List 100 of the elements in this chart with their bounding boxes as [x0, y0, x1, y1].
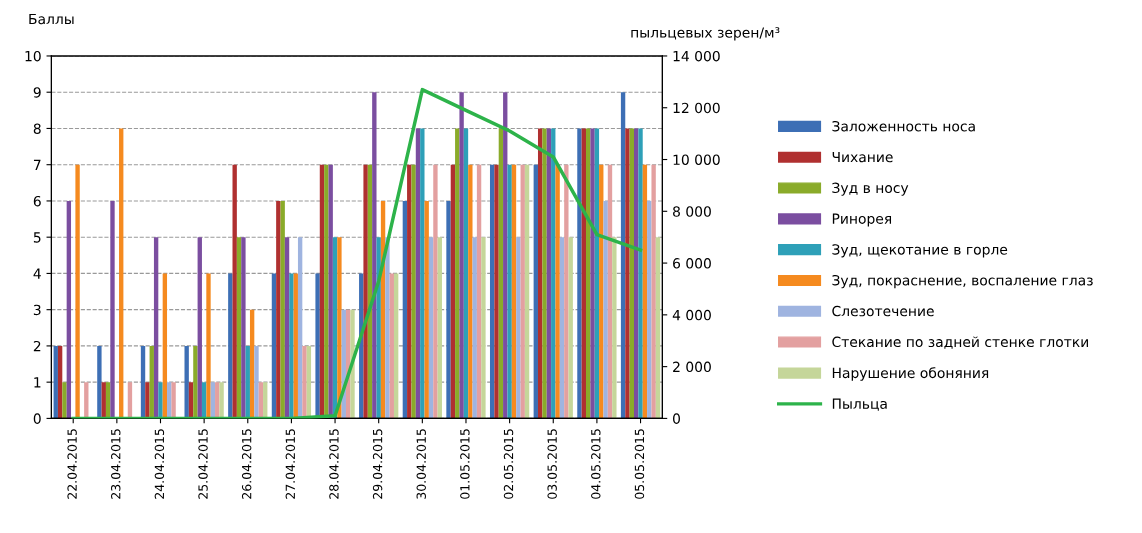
- legend-label: Зуд, покраснение, воспаление глаз: [832, 274, 1093, 289]
- x-tick-label: 02.05.2015: [503, 429, 514, 499]
- bar: [145, 382, 150, 419]
- bar: [393, 273, 399, 419]
- bar: [446, 200, 451, 419]
- legend-label: Стекание по задней стенке глотки: [832, 336, 1088, 349]
- legend-label: Слезотечение: [832, 305, 934, 317]
- bar: [276, 200, 281, 419]
- bar: [66, 200, 72, 419]
- x-tick-label: 04.05.2015: [591, 429, 601, 499]
- legend-label: Зуд в носу: [832, 182, 909, 196]
- bar: [228, 273, 233, 419]
- bar: [655, 237, 661, 419]
- bar: [551, 128, 556, 419]
- bar: [119, 128, 124, 419]
- bar: [241, 237, 246, 419]
- x-tick-label: 01.05.2015: [460, 429, 470, 499]
- bar: [555, 164, 560, 419]
- bar: [533, 164, 538, 419]
- y-tick-label: 4: [33, 268, 41, 279]
- bar: [271, 273, 277, 419]
- y-axis-title: Баллы: [29, 13, 74, 25]
- legend-label: Чихание: [832, 151, 893, 163]
- bar: [433, 164, 438, 419]
- line-series: [71, 87, 643, 419]
- bar: [450, 164, 456, 419]
- bar: [607, 164, 613, 419]
- bar: [463, 128, 469, 419]
- bar: [428, 237, 434, 419]
- y2-tick-label: 10 000: [673, 154, 720, 165]
- bar: [620, 92, 626, 419]
- bar: [110, 200, 115, 419]
- y2-tick-label: 12 000: [673, 102, 720, 114]
- bar: [625, 128, 630, 419]
- y-tick-label: 10: [25, 50, 41, 62]
- y2-tick-label: 14 000: [673, 50, 720, 62]
- bar: [171, 382, 176, 419]
- bar: [415, 128, 421, 419]
- x-tick-label: 22.04.2015: [67, 429, 77, 499]
- bar: [437, 237, 442, 419]
- bar: [542, 128, 547, 419]
- bar: [638, 128, 643, 419]
- legend-label: Заложенность носа: [832, 120, 975, 132]
- bar: [219, 382, 224, 419]
- bar: [424, 200, 429, 419]
- x-tick-label: 05.05.2015: [634, 429, 645, 499]
- bar: [577, 128, 582, 419]
- bar: [633, 128, 639, 419]
- bar: [494, 164, 499, 419]
- y-tick-label: 6: [33, 195, 41, 207]
- bar: [420, 128, 425, 419]
- bar: [153, 237, 159, 419]
- bar: [293, 273, 298, 419]
- x-tick-label: 03.05.2015: [547, 429, 557, 499]
- bar: [603, 200, 608, 419]
- bar: [468, 164, 473, 419]
- bar: [402, 200, 408, 419]
- bar: [498, 128, 504, 419]
- bar: [289, 273, 294, 419]
- bar: [372, 92, 377, 419]
- bar: [537, 128, 543, 419]
- bar: [249, 309, 255, 419]
- bar: [590, 128, 595, 419]
- bar: [642, 164, 648, 419]
- bar: [511, 164, 517, 419]
- y2-tick-label: 4 000: [672, 309, 711, 321]
- y-tick-label: 5: [33, 232, 41, 243]
- bar: [472, 237, 477, 419]
- y-tick-label: 1: [34, 377, 41, 388]
- bar: [389, 273, 394, 419]
- bar: [629, 128, 634, 419]
- bar: [254, 345, 259, 419]
- bar: [302, 345, 307, 419]
- bar: [568, 237, 573, 419]
- bar: [559, 237, 565, 419]
- y2-tick-label: 8 000: [673, 206, 711, 217]
- bar: [385, 237, 390, 419]
- x-tick-label: 25.04.2015: [198, 429, 208, 499]
- bar: [599, 164, 604, 419]
- y-tick-label: 2: [33, 340, 41, 352]
- bar: [75, 164, 80, 419]
- bar: [489, 164, 495, 419]
- x-tick-label: 30.04.2015: [416, 429, 426, 499]
- x-tick-label: 24.04.2015: [154, 429, 165, 499]
- bar: [459, 92, 464, 419]
- bar: [363, 164, 368, 419]
- bar: [476, 164, 482, 419]
- bar: [297, 237, 303, 419]
- y-tick-label: 8: [33, 123, 41, 134]
- bar: [53, 345, 58, 419]
- bar: [62, 382, 67, 419]
- bar: [197, 237, 202, 419]
- bar: [612, 237, 617, 419]
- bar: [507, 164, 512, 419]
- x-tick-label: 23.04.2015: [111, 429, 121, 499]
- legend-label: Пыльца: [832, 398, 887, 411]
- legend-label: Ринорея: [832, 213, 892, 227]
- bar: [57, 345, 63, 419]
- bar: [516, 237, 521, 419]
- bar: [411, 164, 416, 419]
